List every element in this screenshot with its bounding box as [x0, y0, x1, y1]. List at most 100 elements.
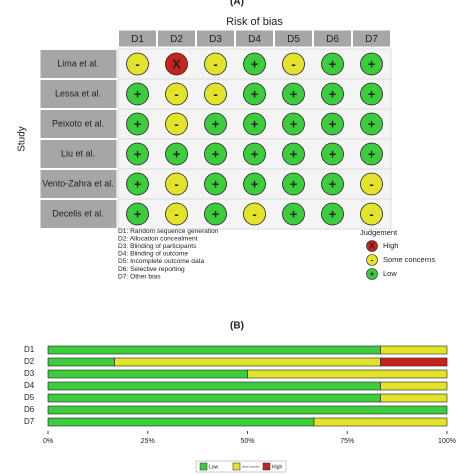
judgement-dot: [204, 202, 227, 226]
judgement-dot: [126, 172, 149, 196]
judgement-dot: [165, 112, 188, 136]
bar-segment: [47, 417, 315, 427]
judgement-symbol: +: [251, 116, 259, 131]
bar-segment: [47, 357, 115, 367]
column-label: D2: [170, 34, 183, 45]
judgement-dot: [165, 202, 188, 226]
y-tick-label: D3: [24, 369, 35, 378]
judgement-dot: [321, 172, 344, 196]
judgement-dot: [243, 52, 266, 76]
y-tick-label: D7: [24, 417, 35, 426]
judgement-symbol: +: [212, 176, 220, 191]
judgement-symbol: +: [329, 176, 337, 191]
legend-swatch: [232, 462, 241, 471]
judgement-symbol: +: [212, 146, 220, 161]
judgement-symbol: +: [134, 206, 142, 221]
column-label: D1: [131, 34, 144, 45]
x-tick-label: 75%: [340, 438, 354, 445]
column-header: [274, 29, 313, 48]
row-label: Decelis et al.: [52, 208, 104, 218]
legend-symbol: -: [371, 256, 374, 265]
judgement-dot: [282, 142, 305, 166]
column-header: [118, 29, 157, 48]
judgement-symbol: +: [251, 146, 259, 161]
judgement-symbol: +: [251, 176, 259, 191]
row-header: [39, 199, 118, 229]
judgement-symbol: +: [368, 146, 376, 161]
judgement-dot: [243, 142, 266, 166]
bar-segment: [247, 369, 448, 379]
y-tick-label: D6: [24, 405, 35, 414]
judgement-dot: [165, 52, 188, 76]
domain-note: D7: Other bias: [118, 273, 161, 280]
judgement-dot: [321, 82, 344, 106]
judgement-dot: [204, 112, 227, 136]
judgement-dot: [204, 172, 227, 196]
legend-symbol: +: [370, 270, 375, 279]
row-label: Vento-Zahra et al.: [42, 178, 114, 188]
judgement-symbol: +: [290, 206, 298, 221]
judgement-symbol: -: [252, 206, 256, 221]
judgement-symbol: +: [368, 86, 376, 101]
bar-segment: [380, 357, 448, 367]
column-header: [313, 29, 352, 48]
judgement-dot: [165, 172, 188, 196]
domain-note: D6: Selective reporting: [118, 266, 185, 273]
judgement-dot: [126, 82, 149, 106]
bar-segment: [313, 417, 448, 427]
column-label: D5: [287, 34, 300, 45]
judgement-symbol: +: [368, 56, 376, 71]
judgement-dot: [243, 82, 266, 106]
row-header: [39, 49, 118, 79]
judgement-dot: [204, 52, 227, 76]
judgement-symbol: +: [329, 116, 337, 131]
judgement-dot: [282, 172, 305, 196]
judgement-symbol: -: [213, 56, 217, 71]
legend-label: Some concerns: [242, 466, 260, 469]
bar-segment: [47, 369, 248, 379]
judgement-symbol: -: [174, 206, 178, 221]
judgement-symbol: +: [290, 176, 298, 191]
judgement-dot: [282, 112, 305, 136]
column-header: [157, 29, 196, 48]
bar-segment: [380, 393, 448, 403]
judgement-symbol: +: [134, 176, 142, 191]
judgement-symbol: -: [174, 116, 178, 131]
column-label: D6: [326, 34, 339, 45]
panel-label: (B): [230, 321, 244, 332]
chart-title: Risk of bias: [226, 16, 283, 28]
legend-label: High: [272, 464, 283, 470]
column-label: D4: [248, 34, 261, 45]
y-tick-label: D2: [24, 357, 35, 366]
judgement-dot: [243, 112, 266, 136]
judgement-symbol: +: [290, 146, 298, 161]
judgement-dot: [204, 82, 227, 106]
domain-note: D2: Allocation concealment: [118, 235, 198, 242]
judgement-dot: [360, 202, 383, 226]
judgement-symbol: +: [329, 86, 337, 101]
judgement-symbol: +: [368, 116, 376, 131]
judgement-dot: [204, 142, 227, 166]
column-header: [196, 29, 235, 48]
legend-dot: [366, 268, 378, 280]
judgement-symbol: +: [329, 56, 337, 71]
x-tick-label: 0%: [43, 438, 53, 445]
legend-dot: [366, 254, 378, 266]
bar-segment: [47, 381, 381, 391]
judgement-symbol: +: [212, 206, 220, 221]
bar-segment: [47, 393, 381, 403]
judgement-symbol: +: [134, 86, 142, 101]
column-label: D7: [365, 34, 378, 45]
judgement-symbol: -: [369, 206, 373, 221]
domain-note: D1: Random sequence generation: [118, 228, 219, 235]
domain-note: D4: Blinding of outcome: [118, 251, 188, 258]
domain-note: D5: Incomplete outcome data: [118, 258, 204, 265]
legend-dot: [366, 240, 378, 252]
bar-segment: [380, 345, 448, 355]
row-header: [39, 139, 118, 169]
judgement-dot: [360, 82, 383, 106]
judgement-symbol: +: [251, 86, 259, 101]
judgement-dot: [243, 202, 266, 226]
bar-segment: [380, 381, 448, 391]
